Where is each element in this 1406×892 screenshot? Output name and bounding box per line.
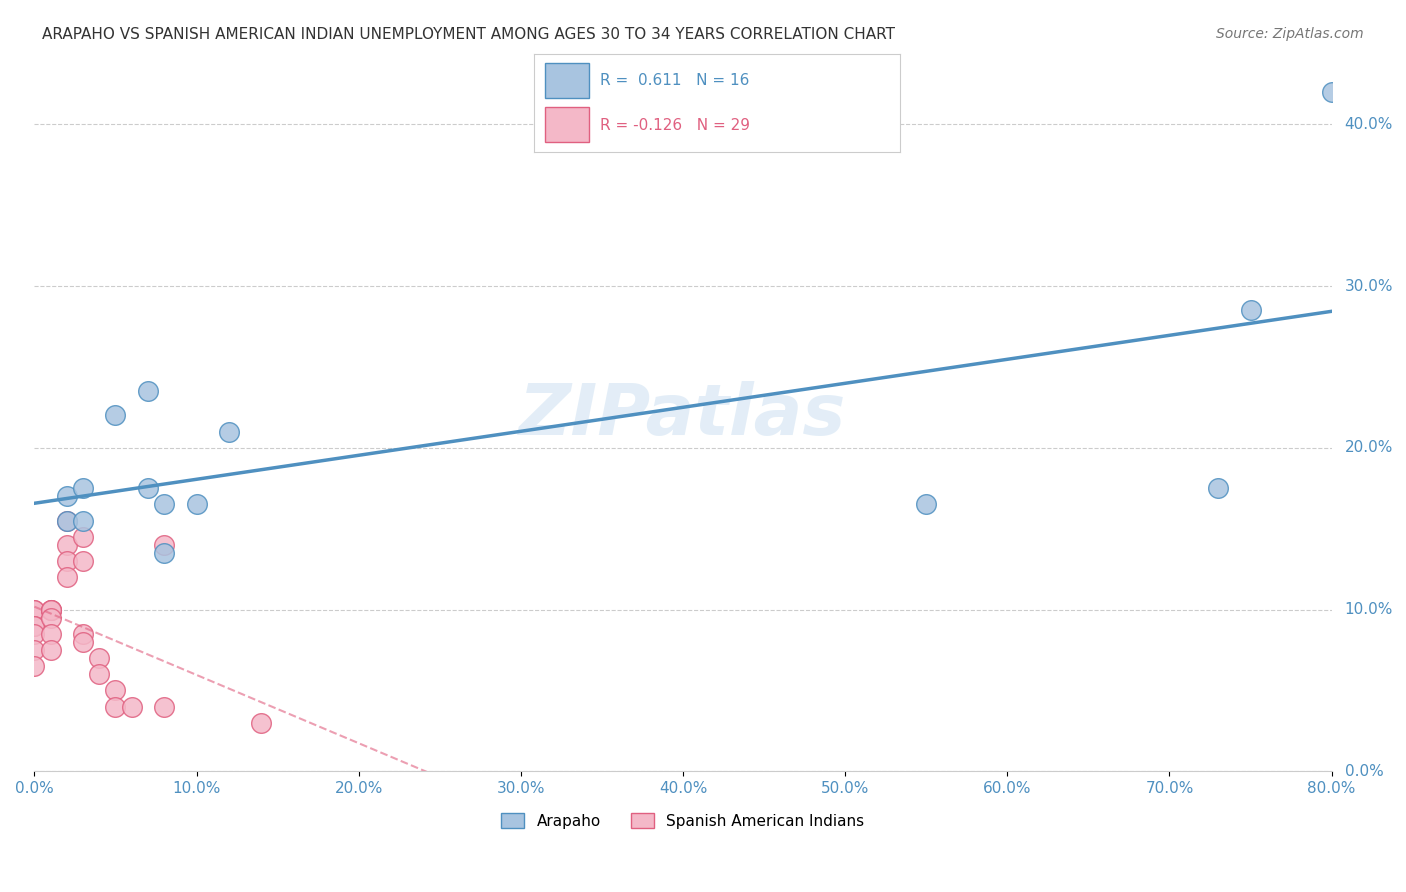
FancyBboxPatch shape xyxy=(546,63,589,98)
FancyBboxPatch shape xyxy=(546,108,589,142)
Point xyxy=(56,554,79,568)
Text: Source: ZipAtlas.com: Source: ZipAtlas.com xyxy=(1216,27,1364,41)
Point xyxy=(22,659,45,673)
Point xyxy=(39,602,62,616)
Point xyxy=(39,610,62,624)
Point xyxy=(136,384,159,399)
Point xyxy=(1239,303,1261,318)
Point xyxy=(89,667,111,681)
Point xyxy=(89,651,111,665)
Text: R =  0.611   N = 16: R = 0.611 N = 16 xyxy=(600,73,749,88)
Point xyxy=(186,498,208,512)
Point xyxy=(153,538,176,552)
Point xyxy=(72,514,94,528)
Point xyxy=(56,489,79,503)
Legend: Arapaho, Spanish American Indians: Arapaho, Spanish American Indians xyxy=(495,806,870,835)
Text: R = -0.126   N = 29: R = -0.126 N = 29 xyxy=(600,118,749,133)
Point xyxy=(56,514,79,528)
Point xyxy=(22,602,45,616)
Point xyxy=(72,627,94,641)
Point xyxy=(56,538,79,552)
Point xyxy=(22,627,45,641)
Text: 20.0%: 20.0% xyxy=(1344,441,1393,455)
Point xyxy=(218,425,240,439)
Text: 0.0%: 0.0% xyxy=(1344,764,1384,779)
Text: 30.0%: 30.0% xyxy=(1344,278,1393,293)
Point xyxy=(72,530,94,544)
Point xyxy=(250,715,273,730)
Point xyxy=(72,481,94,495)
Text: 10.0%: 10.0% xyxy=(1344,602,1393,617)
Point xyxy=(1206,481,1229,495)
Text: ARAPAHO VS SPANISH AMERICAN INDIAN UNEMPLOYMENT AMONG AGES 30 TO 34 YEARS CORREL: ARAPAHO VS SPANISH AMERICAN INDIAN UNEMP… xyxy=(42,27,896,42)
Point xyxy=(22,619,45,633)
Point xyxy=(39,602,62,616)
Text: ZIPatlas: ZIPatlas xyxy=(519,381,846,450)
Point xyxy=(104,683,127,698)
Point xyxy=(153,498,176,512)
Point xyxy=(72,635,94,649)
Point xyxy=(22,602,45,616)
Point xyxy=(153,546,176,560)
Point xyxy=(22,619,45,633)
Point xyxy=(1320,85,1343,99)
Point xyxy=(22,643,45,657)
Point xyxy=(153,699,176,714)
Point xyxy=(915,498,938,512)
Point xyxy=(121,699,143,714)
Point xyxy=(72,554,94,568)
Point xyxy=(39,627,62,641)
Point xyxy=(104,699,127,714)
Point xyxy=(56,514,79,528)
Text: 40.0%: 40.0% xyxy=(1344,117,1393,132)
Point xyxy=(104,409,127,423)
Point xyxy=(39,643,62,657)
Point xyxy=(56,570,79,584)
Point xyxy=(39,602,62,616)
Point xyxy=(136,481,159,495)
